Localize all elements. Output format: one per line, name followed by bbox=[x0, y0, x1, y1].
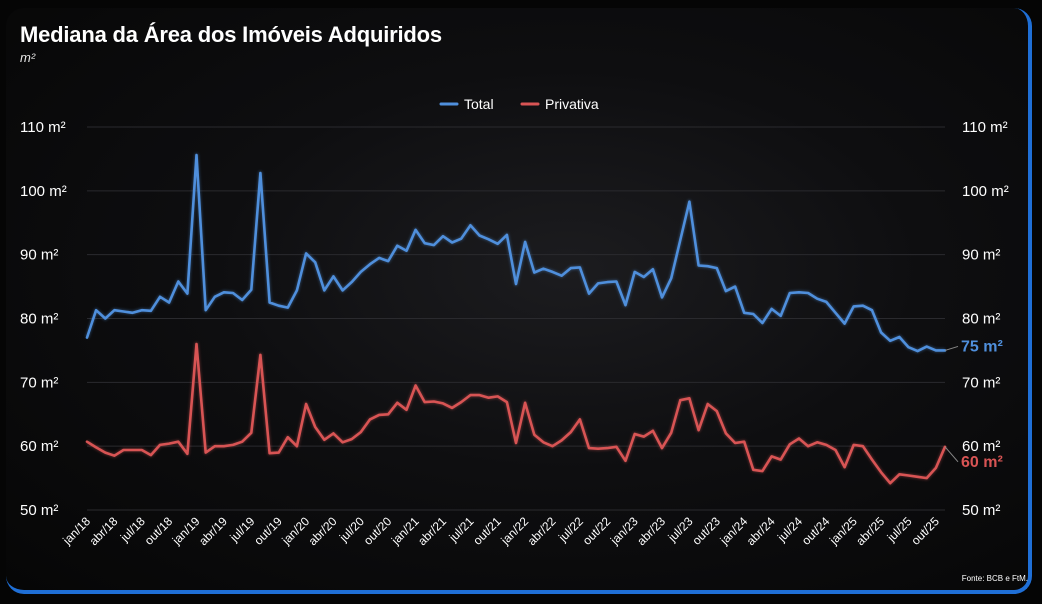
series-line-total bbox=[85, 153, 947, 353]
chart-card bbox=[6, 8, 1032, 594]
y-tick-label-right: 80 m² bbox=[962, 311, 1000, 328]
y-tick-label-right: 50 m² bbox=[962, 502, 1000, 519]
y-axis-left: 50 m² 60 m² 70 m² 80 m² 90 m² 100 m² 110 m² bbox=[20, 119, 67, 519]
y-tick-label-left: 50 m² bbox=[20, 502, 58, 519]
x-tick-label: abr/18 bbox=[87, 514, 121, 548]
end-label-total: 75 m² bbox=[961, 338, 1003, 355]
x-tick-label: jan/20 bbox=[278, 514, 312, 548]
y-tick-label-right: 90 m² bbox=[962, 247, 1000, 264]
end-label-leader bbox=[944, 345, 959, 351]
x-tick-label: out/22 bbox=[580, 514, 614, 548]
legend: Total Privativa bbox=[439, 96, 599, 112]
series-glow-total bbox=[85, 153, 945, 354]
y-tick-label-right: 60 m² bbox=[962, 438, 1000, 455]
x-tick-label: abr/25 bbox=[853, 514, 887, 548]
x-tick-label: jan/19 bbox=[169, 514, 203, 548]
end-label-privativa: 60 m² bbox=[961, 454, 1003, 471]
legend-label-privativa: Privativa bbox=[545, 96, 599, 112]
series-line-privativa bbox=[85, 342, 947, 485]
x-tick-label: jan/21 bbox=[388, 514, 422, 548]
x-tick-label: out/21 bbox=[470, 514, 504, 548]
y-tick-label-right: 110 m² bbox=[962, 119, 1008, 136]
x-tick-label: out/25 bbox=[908, 514, 942, 548]
y-tick-label-left: 60 m² bbox=[20, 438, 58, 455]
x-tick-label: out/23 bbox=[689, 514, 723, 548]
y-tick-label-left: 100 m² bbox=[20, 183, 67, 200]
x-tick-label: abr/23 bbox=[634, 514, 668, 548]
x-tick-label: jan/25 bbox=[826, 514, 860, 548]
gridlines bbox=[87, 126, 945, 511]
x-tick-label: abr/21 bbox=[415, 514, 449, 548]
x-tick-label: out/20 bbox=[361, 514, 395, 548]
y-axis-right: 50 m² 60 m² 70 m² 80 m² 90 m² 100 m² 110 m² bbox=[962, 119, 1009, 519]
end-label-leader bbox=[944, 446, 959, 463]
x-tick-label: jan/22 bbox=[498, 514, 532, 548]
source-note: Fonte: BCB e FtM. bbox=[961, 574, 1028, 583]
y-tick-label-left: 70 m² bbox=[20, 374, 58, 391]
x-tick-label: jan/24 bbox=[717, 514, 751, 548]
legend-label-total: Total bbox=[464, 96, 494, 112]
x-tick-label: abr/24 bbox=[744, 514, 778, 548]
x-axis: jan/18abr/18jul/18out/18jan/19abr/19jul/… bbox=[59, 514, 942, 548]
x-tick-label: abr/22 bbox=[525, 514, 559, 548]
series-layer: 75 m² 60 m² bbox=[85, 153, 1003, 486]
y-tick-label-right: 70 m² bbox=[962, 374, 1000, 391]
x-tick-label: abr/19 bbox=[196, 514, 230, 548]
series-glow-privativa bbox=[85, 342, 947, 486]
x-tick-label: out/24 bbox=[799, 514, 833, 548]
x-tick-label: jan/23 bbox=[607, 514, 641, 548]
y-tick-label-left: 90 m² bbox=[20, 247, 58, 264]
y-tick-label-left: 110 m² bbox=[20, 119, 66, 136]
x-tick-label: abr/20 bbox=[306, 514, 340, 548]
chart-subtitle: m² bbox=[20, 50, 36, 65]
chart-title: Mediana da Área dos Imóveis Adquiridos bbox=[20, 22, 442, 47]
x-tick-label: out/19 bbox=[251, 514, 285, 548]
x-tick-label: out/18 bbox=[142, 514, 176, 548]
y-tick-label-right: 100 m² bbox=[962, 183, 1009, 200]
x-tick-label: jan/18 bbox=[59, 514, 93, 548]
y-tick-label-left: 80 m² bbox=[20, 311, 58, 328]
